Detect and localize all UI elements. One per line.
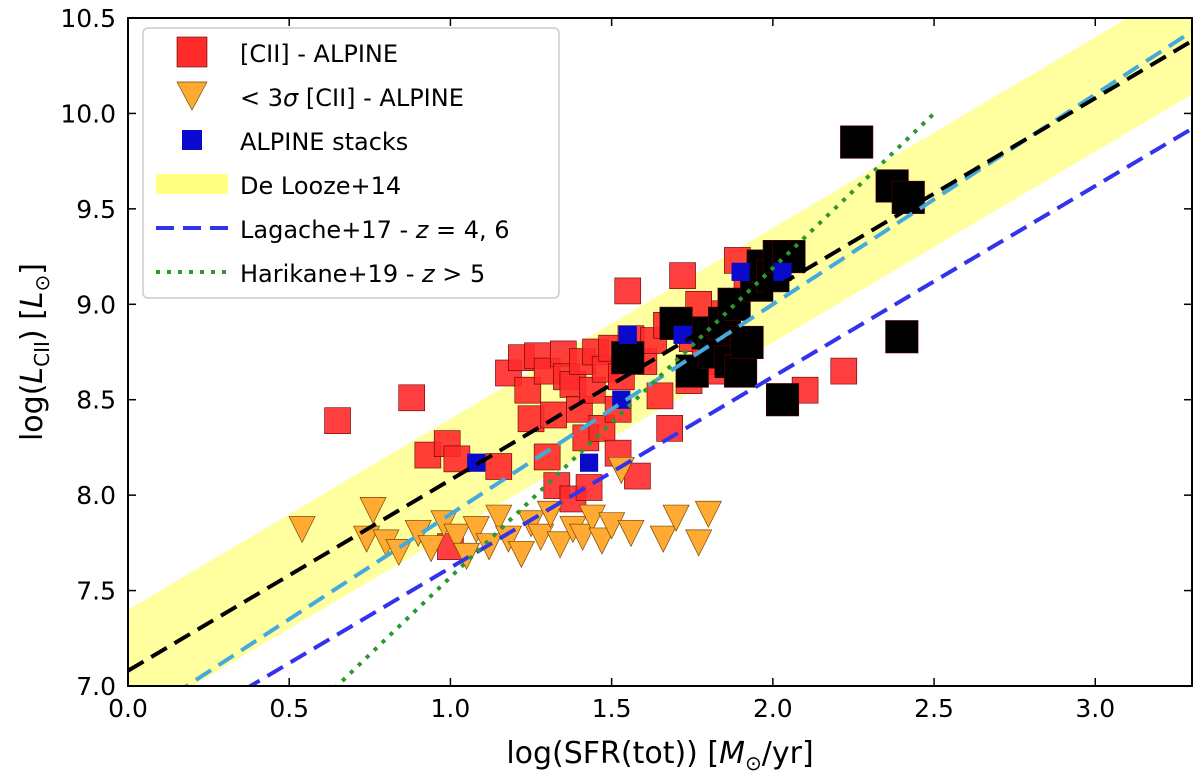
x-axis-title-sub: ⊙ [745, 751, 762, 775]
upper-point-27 [662, 504, 690, 532]
y-tick-label-3: 8.5 [76, 386, 116, 415]
upper-point-16 [527, 523, 555, 551]
legend-label-cii: [CII] - ALPINE [240, 40, 398, 68]
axes: 0.0 0.5 1.0 1.5 2.0 2.5 3.0 7.0 7.5 8.0 8.5 9.0 9.5 1… [60, 4, 1192, 723]
cii-point-1 [398, 384, 426, 412]
cii-point-10 [517, 405, 545, 433]
y-axis-title-symbol-2: L [15, 291, 50, 308]
cii-point-37 [646, 382, 674, 410]
black-point-0 [611, 341, 645, 375]
legend-swatch-cii [176, 36, 208, 68]
stack-point-4 [673, 325, 692, 344]
black-point-16 [840, 125, 874, 159]
y-axis-title-pre: log( [15, 384, 50, 441]
legend-swatch-band [156, 174, 228, 194]
legend-upper-post: [CII] - ALPINE [298, 84, 464, 112]
stack-point-1 [579, 453, 599, 472]
y-tick-label-4: 9.0 [76, 290, 116, 319]
x-tick-label-1: 0.5 [269, 694, 309, 723]
legend-swatch-stack [182, 130, 202, 150]
y-axis-title-mid: ) [ [15, 308, 50, 341]
y-tick-label-1: 7.5 [76, 577, 116, 606]
legend-swatches [156, 36, 228, 274]
y-tick-label-0: 7.0 [76, 672, 116, 701]
black-point-19 [885, 320, 919, 354]
x-tick-label-0: 0.0 [108, 694, 148, 723]
legend-lagache-pre: Lagache+17 - [240, 216, 416, 244]
upper-point-25 [617, 519, 645, 548]
x-tick-label-5: 2.5 [914, 694, 954, 723]
upper-point-0 [288, 516, 316, 544]
y-tick-label-2: 8.0 [76, 481, 116, 510]
legend-swatch-upper [176, 81, 208, 111]
upper-point-20 [569, 523, 597, 551]
black-point-8 [724, 354, 758, 388]
black-dashed-line [128, 39, 1192, 673]
x-tick-label-6: 3.0 [1075, 694, 1115, 723]
upper-point-28 [685, 529, 713, 557]
legend-lagache-post: = 4, 6 [428, 216, 509, 244]
upper-point-8 [443, 523, 471, 551]
y-axis-title-sub: CII [30, 341, 54, 367]
x-tick-label-4: 2.0 [753, 694, 793, 723]
x-tick-label-2: 1.0 [431, 694, 471, 723]
cii-point-41 [669, 262, 696, 289]
y-axis-title-sub-2: ⊙ [30, 275, 54, 292]
legend-harikane-z: z [421, 260, 436, 288]
upper-point-14 [507, 540, 535, 569]
upper-point-22 [588, 527, 616, 555]
upper-point-29 [694, 500, 722, 529]
black-point-14 [765, 383, 800, 417]
legend-lagache-z: z [415, 216, 430, 244]
legend-upper-pre: < 3 [240, 84, 283, 112]
upper-point-18 [546, 531, 574, 559]
upper-point-12 [485, 504, 513, 532]
legend-label-lagache: Lagache+17 - z = 4, 6 [240, 216, 510, 244]
upper-point-23 [598, 512, 626, 540]
y-axis-title-symbol: L [15, 367, 50, 384]
legend: [CII] - ALPINE < 3σ [CII] - ALPINE ALPIN… [142, 27, 560, 299]
cii-point-39 [656, 415, 683, 442]
x-axis-title-symbol: M [719, 736, 745, 771]
legend-harikane-post: > 5 [435, 260, 486, 288]
legend-label-stacks: ALPINE stacks [240, 128, 408, 156]
cii-point-0 [324, 407, 351, 435]
upper-point-6 [417, 535, 445, 563]
y-tick-label-6: 10.0 [60, 99, 116, 128]
upper-point-26 [649, 525, 677, 553]
stack-point-6 [773, 262, 792, 281]
x-axis-title: log(SFR(tot)) [M⊙/yr] [506, 736, 813, 775]
x-tick-label-3: 1.5 [592, 694, 632, 723]
stack-point-3 [618, 325, 637, 344]
legend-label-harikane: Harikane+19 - z > 5 [240, 260, 485, 288]
legend-upper-sigma: σ [283, 84, 299, 112]
upper-point-10 [462, 516, 490, 544]
x-axis-title-post: /yr] [762, 736, 814, 771]
cii-point-4 [443, 445, 471, 473]
cii-point-14 [540, 401, 567, 429]
stack-point-5 [731, 262, 750, 281]
legend-label-de-looze: De Looze+14 [240, 172, 401, 200]
upper-point-17 [536, 500, 564, 529]
cii-point-51 [830, 357, 858, 385]
legend-label-upper-limits: < 3σ [CII] - ALPINE [240, 84, 464, 112]
y-axis-title: log(LCII) [L⊙] [15, 263, 54, 441]
upper-point-2 [359, 497, 387, 525]
lagache-line [246, 126, 1192, 686]
black-point-9 [730, 325, 764, 360]
x-axis-title-pre: log(SFR(tot)) [ [506, 736, 719, 771]
legend-box [142, 27, 560, 299]
legend-harikane-pre: Harikane+19 - [240, 260, 422, 288]
plot-frame [127, 17, 1193, 687]
y-axis-title-post: ] [15, 263, 50, 275]
plot-area [128, 18, 1192, 686]
y-tick-label-7: 10.5 [60, 4, 116, 33]
upper-point-21 [578, 504, 606, 532]
cii-point-32 [614, 277, 642, 305]
y-tick-label-5: 9.5 [76, 195, 116, 224]
